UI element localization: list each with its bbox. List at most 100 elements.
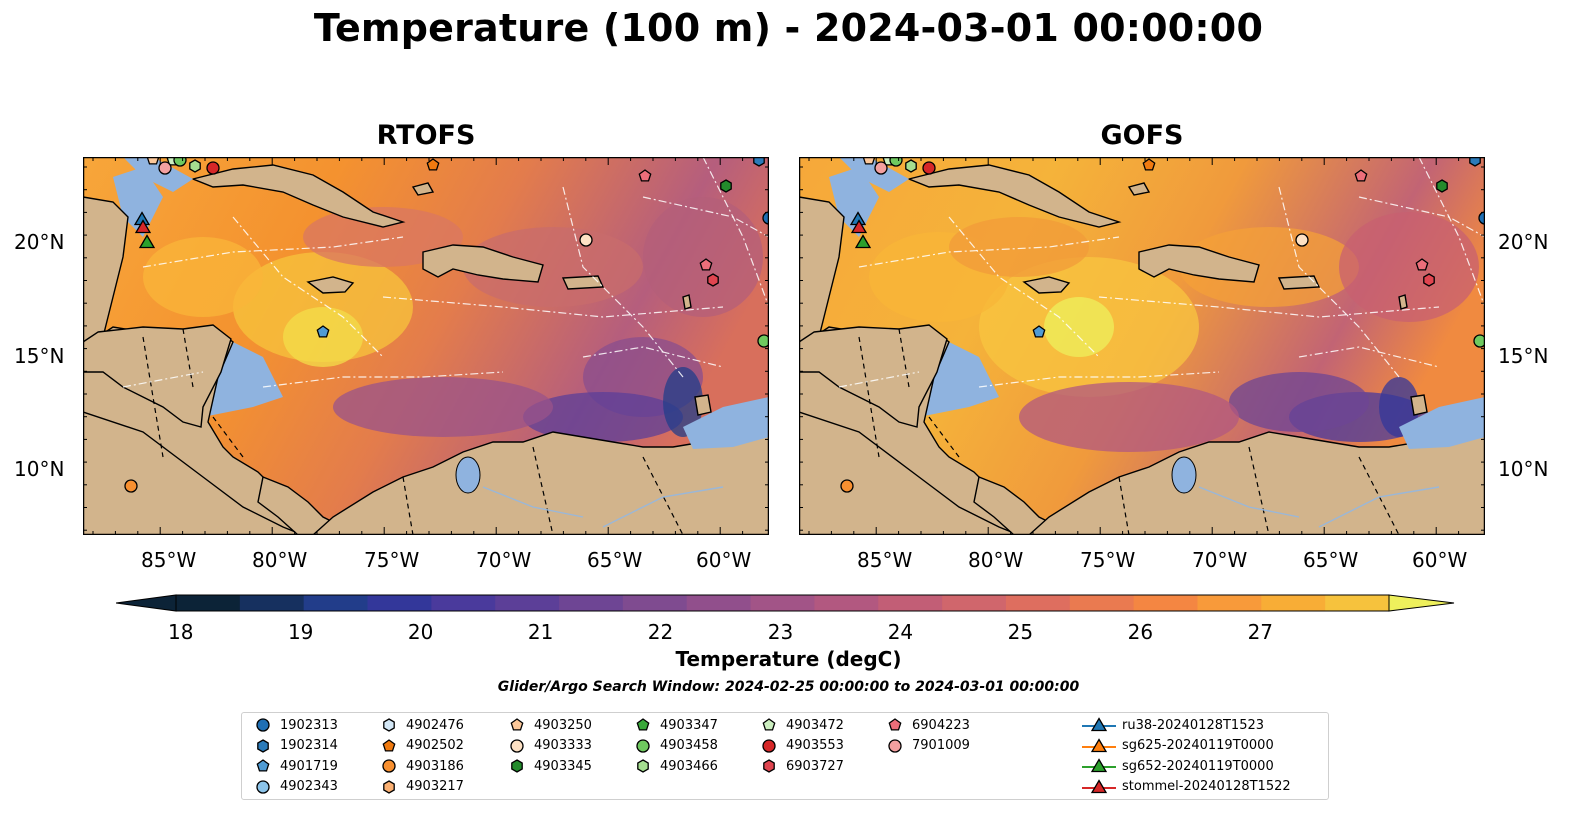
country-border [402,476,414,535]
legend-hexagon-marker [383,718,395,732]
colorbar-extend-max [1388,594,1455,612]
colorbar-segment [1325,595,1390,611]
country-border [898,328,910,388]
colorbar-segment [814,595,879,611]
colorbar-segment [622,595,688,611]
argo-float-7901009 [158,161,172,175]
legend-item: 4903472 [760,715,844,735]
argo-float-1902313 [762,211,769,225]
legend-pentagon-marker [510,718,524,731]
argo-float-4903345 [720,179,732,193]
temperature-anomaly [523,392,683,442]
colorbar-segment [1133,595,1198,611]
legend-circle-marker [256,718,270,732]
honduras-land [799,324,948,428]
figure-title: Temperature (100 m) - 2024-03-01 00:00:0… [313,6,1264,50]
puerto-rico-land [561,275,605,290]
river [1318,486,1440,528]
colorbar-tick-label: 21 [527,620,554,644]
shallow-shelf [123,157,193,192]
legend: 1902313 1902314 4901719 4902343 4902476 49025… [241,712,1329,800]
argo-float-7901009 [874,161,888,175]
eez-boundary [1418,157,1485,308]
temperature-anomaly [643,197,763,317]
search-window-text: Glider/Argo Search Window: 2024-02-25 00… [497,679,1080,695]
legend-item: sg625-20240119T0000 [1082,736,1274,756]
colorbar-segment [303,595,369,611]
argo-float-6904223 [1415,258,1429,271]
hispaniola-land [422,244,544,283]
bahamas-land [411,182,435,196]
legend-item: 4903466 [634,756,718,776]
country-border [182,328,194,388]
argo-float-4901719 [316,325,330,338]
trinidad-land [1410,394,1428,416]
river [602,486,724,528]
lon-tick-gofs: 85°W [857,548,913,572]
legend-label: 4902502 [406,738,464,753]
legend-marker [1082,758,1116,773]
lake-maracaibo [1171,456,1197,494]
colorbar-segment [1197,595,1262,611]
legend-triangle-marker [1090,758,1108,773]
lat-tick-right: 15°N [1498,344,1549,368]
legend-item: 4903333 [508,736,592,756]
eez-boundary [838,371,920,388]
argo-float-1902313 [1478,211,1485,225]
temperature-anomaly [1019,382,1239,452]
legend-label: 4903472 [786,717,844,733]
shallow-shelf [683,397,769,449]
colorbar-tick-label: 19 [287,620,314,644]
country-border [142,336,164,458]
colorbar [116,594,1455,612]
legend-pentagon-marker [636,718,650,731]
eez-boundary [702,157,769,308]
colorbar-segment [686,595,752,611]
colorbar-segment [750,595,815,611]
legend-label: ru38-20240128T1523 [1122,717,1265,733]
argo-float-1902314 [1469,157,1481,167]
honduras-land [83,324,232,428]
legend-marker [510,738,524,753]
legend-circle-marker [256,779,270,794]
argo-float-4903466 [189,159,201,173]
lon-tick-rtofs: 60°W [696,548,752,572]
eez-boundary [122,371,204,388]
cuba-land [190,164,406,228]
temperature-anomaly [143,237,263,317]
legend-item: sg652-20240119T0000 [1082,756,1274,776]
colorbar-tick-label: 20 [407,620,434,644]
argo-float-4903458 [889,157,903,167]
lon-tick-rtofs: 70°W [476,548,532,572]
legend-label: 6903727 [786,758,844,774]
argo-float-4903333 [579,233,593,247]
argo-float-6903727 [1423,273,1435,287]
legend-label: 1902313 [280,717,338,733]
legend-label: stommel-20240128T1522 [1122,779,1291,794]
legend-pentagon-marker [256,759,270,772]
colorbar-frame [175,594,1390,612]
legend-item: 6903727 [760,756,844,776]
eez-boundary [948,216,1100,358]
legend-label: 4903553 [786,738,844,753]
lon-tick-rtofs: 75°W [364,548,420,572]
legend-circle-marker [762,738,776,753]
argo-float-4903466 [905,159,917,173]
legend-item: 7901009 [886,736,970,756]
argo-float-6904223 [699,258,713,271]
colorbar-segment [1261,595,1326,611]
eez-boundary [382,296,724,318]
legend-item: 4901719 [254,756,338,776]
lat-tick-right: 20°N [1498,230,1549,254]
legend-triangle-marker [1090,737,1108,752]
map-frame [83,157,769,535]
legend-label: 4903186 [406,758,464,774]
argo-float-4903553 [922,161,936,175]
legend-marker [637,759,649,773]
trinidad-land [694,394,712,416]
colorbar-segment [367,595,432,611]
glider-sg652-20240119T0000 [138,234,156,249]
colorbar-tick-label: 23 [767,620,794,644]
country-border [1358,456,1400,535]
country-border [1118,476,1130,535]
